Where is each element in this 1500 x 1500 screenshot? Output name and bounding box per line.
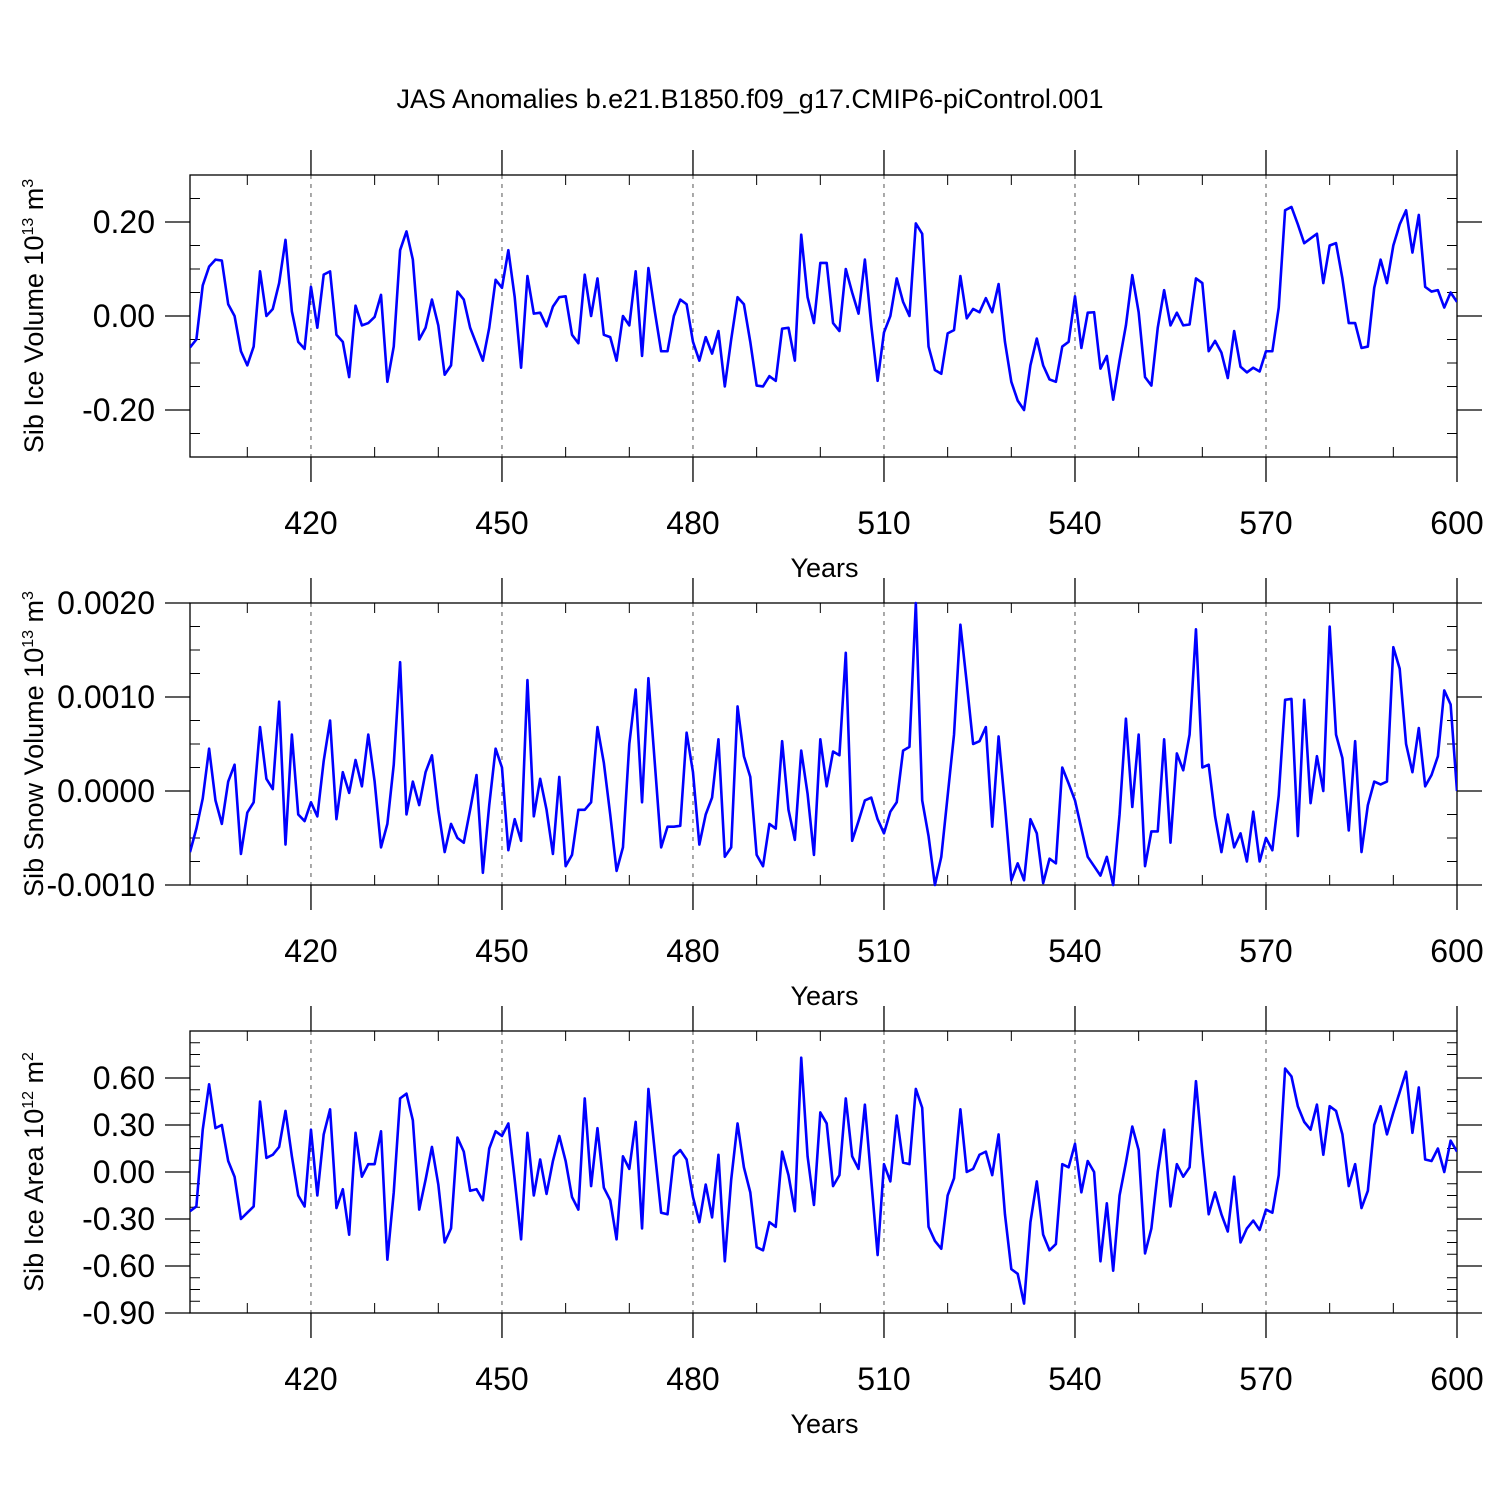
x-tick-label: 480: [666, 933, 719, 969]
series-line: [190, 1056, 1457, 1305]
x-tick-label: 600: [1430, 505, 1483, 541]
y-axis-label-unit: m: [19, 1061, 49, 1091]
y-axis-label-exponent: 13: [20, 630, 37, 648]
chart-title: JAS Anomalies b.e21.B1850.f09_g17.CMIP6-…: [396, 84, 1104, 114]
x-tick-label: 510: [857, 933, 910, 969]
y-axis-label-unit: m: [19, 600, 49, 630]
y-tick-label: 0.30: [93, 1107, 155, 1143]
x-tick-label: 420: [284, 933, 337, 969]
y-axis-label: Sib Snow Volume 1013 m3: [19, 591, 49, 897]
plot-frame: [189, 1030, 1458, 1314]
y-tick-label: -0.90: [82, 1295, 155, 1331]
x-tick-label: 480: [666, 505, 719, 541]
y-axis-label-unit-exponent: 3: [20, 179, 37, 188]
y-tick-label: 0.0010: [57, 679, 155, 715]
y-tick-label: 0.20: [93, 204, 155, 240]
y-axis-label-exponent: 12: [20, 1091, 37, 1109]
panel-sib-snow-volume: 420 450 480 510 540 570 600 -0.0010 0.0000 0.0010…: [19, 578, 1484, 1011]
y-axis-label-unit-exponent: 3: [20, 591, 37, 600]
series-line: [190, 601, 1457, 887]
x-tick-label: 540: [1048, 505, 1101, 541]
x-tick-label: 540: [1048, 933, 1101, 969]
series-line: [190, 205, 1457, 412]
y-axis-label-unit-exponent: 2: [20, 1052, 37, 1061]
x-tick-label: 540: [1048, 1361, 1101, 1397]
y-tick-label: 0.0020: [57, 585, 155, 621]
x-tick-label: 600: [1430, 1361, 1483, 1397]
x-tick-label: 510: [857, 1361, 910, 1397]
y-axis-label-text: Sib Ice Area 10: [19, 1109, 49, 1292]
x-axis-label: Years: [790, 553, 858, 583]
y-tick-label: -0.0010: [46, 867, 155, 903]
y-axis-label-unit: m: [19, 188, 49, 218]
y-axis-label-text: Sib Snow Volume 10: [19, 648, 49, 897]
y-tick-label: -0.20: [82, 392, 155, 428]
x-tick-label: 570: [1239, 505, 1292, 541]
x-tick-label: 450: [475, 933, 528, 969]
y-axis-label: Sib Ice Area 1012 m2: [19, 1052, 49, 1292]
y-tick-label: 0.00: [93, 1154, 155, 1190]
x-tick-label: 570: [1239, 933, 1292, 969]
panel-sib-ice-volume: 420 450 480 510 540 570 600 -0.20 0.00 0.20 Years S…: [19, 150, 1484, 583]
x-tick-label: 420: [284, 505, 337, 541]
y-axis-label-exponent: 13: [20, 218, 37, 236]
x-tick-label: 480: [666, 1361, 719, 1397]
plot-frame: [189, 174, 1458, 458]
panel-sib-ice-area: 420 450 480 510 540 570 600 -0.90 -0.60 -0.30 0.00…: [19, 1006, 1484, 1439]
x-axis-label: Years: [790, 1409, 858, 1439]
x-axis-label: Years: [790, 981, 858, 1011]
x-tick-label: 450: [475, 505, 528, 541]
x-tick-label: 600: [1430, 933, 1483, 969]
y-tick-label: 0.60: [93, 1060, 155, 1096]
y-tick-label: -0.30: [82, 1201, 155, 1237]
y-axis-label: Sib Ice Volume 1013 m3: [19, 179, 49, 453]
y-tick-label: -0.60: [82, 1248, 155, 1284]
x-tick-label: 570: [1239, 1361, 1292, 1397]
y-axis-label-text: Sib Ice Volume 10: [19, 236, 49, 454]
x-tick-label: 450: [475, 1361, 528, 1397]
x-tick-label: 420: [284, 1361, 337, 1397]
y-tick-label: 0.0000: [57, 773, 155, 809]
x-tick-label: 510: [857, 505, 910, 541]
y-tick-label: 0.00: [93, 298, 155, 334]
